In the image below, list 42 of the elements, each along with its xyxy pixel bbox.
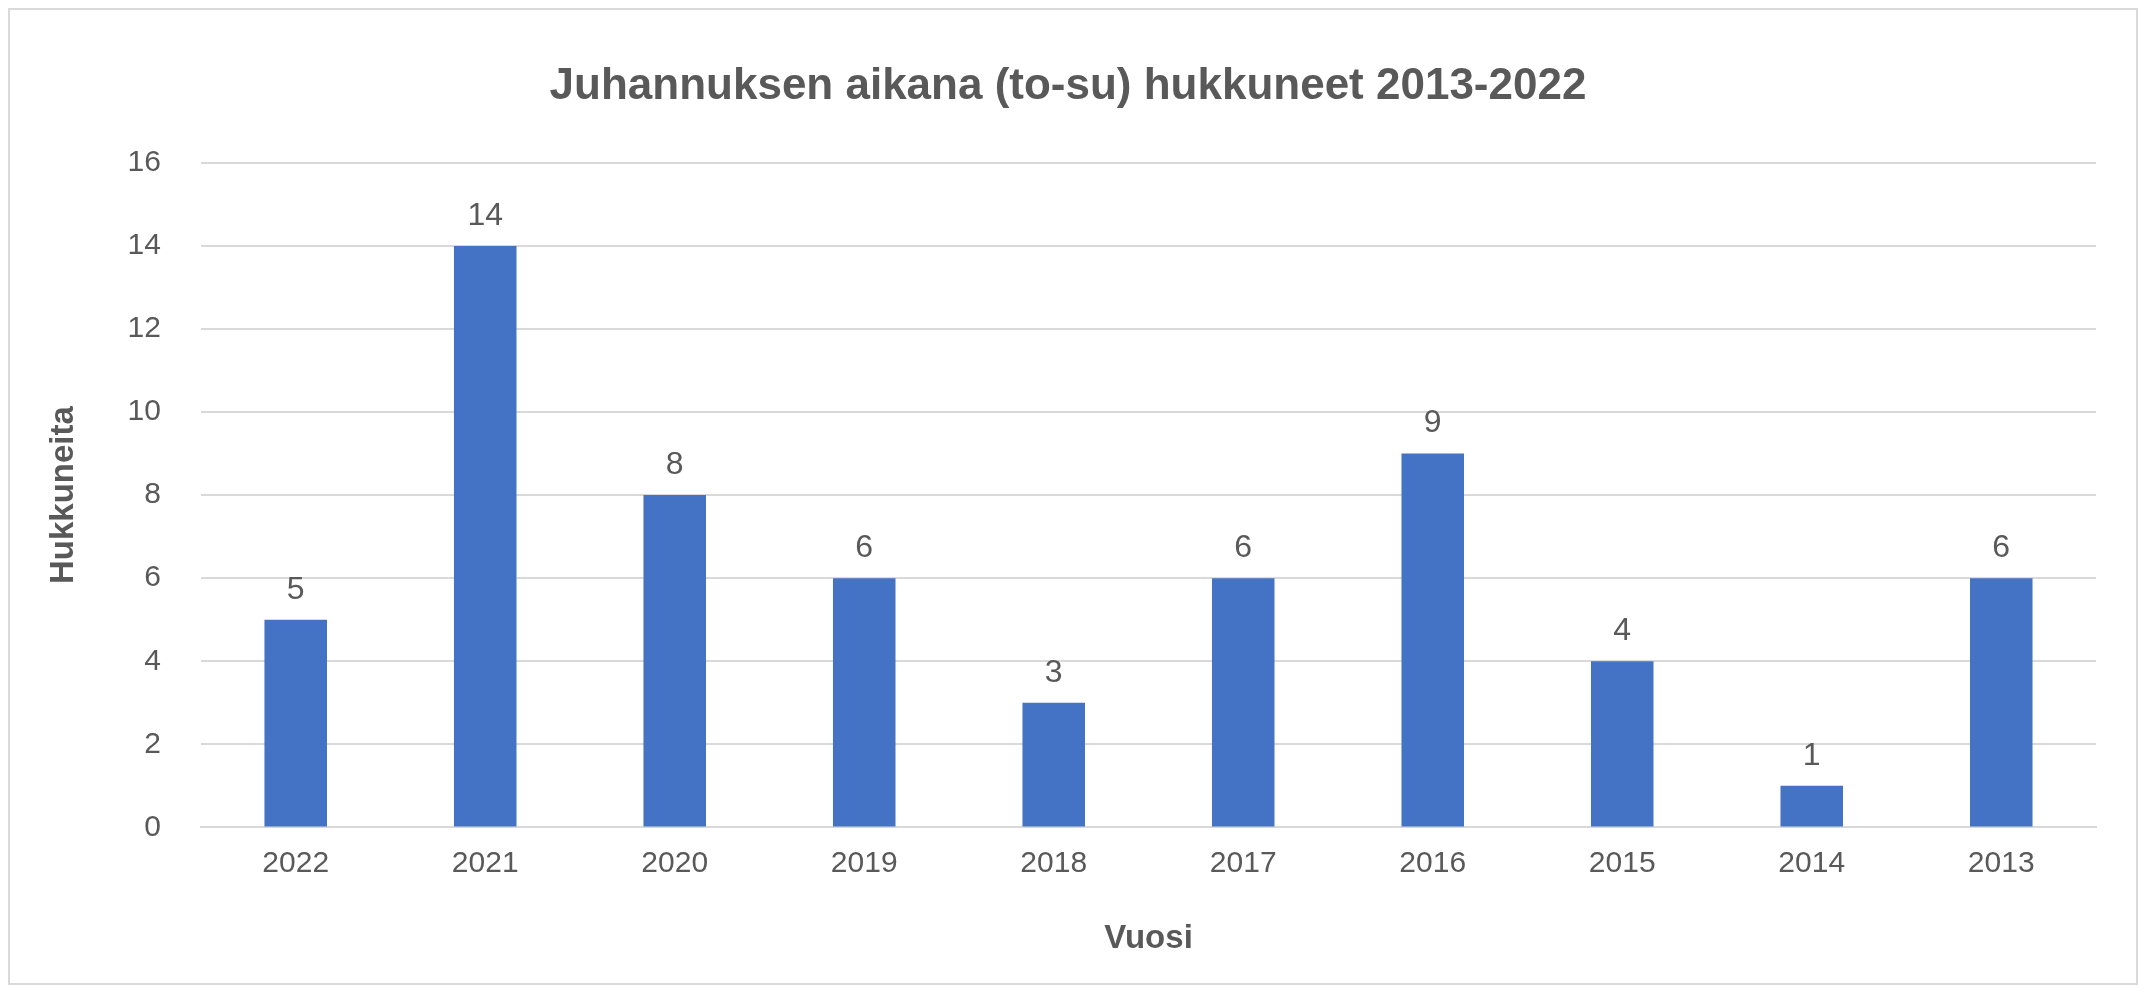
y-axis-title: Hukkuneita	[42, 405, 80, 585]
bar	[1969, 578, 2033, 827]
y-tick-label: 6	[144, 559, 161, 593]
x-tick-label: 2014	[1778, 844, 1846, 878]
x-tick-label: 2020	[641, 844, 709, 878]
bar	[453, 245, 517, 827]
x-tick-label: 2015	[1588, 844, 1656, 878]
x-tick-label: 2018	[1020, 844, 1088, 878]
data-label: 5	[286, 569, 305, 606]
y-tick-label: 4	[144, 642, 161, 676]
bar	[1022, 702, 1085, 827]
y-tick-label: 14	[127, 227, 161, 261]
data-label: 14	[467, 195, 504, 232]
data-label: 4	[1613, 611, 1632, 648]
y-tick-label: 10	[127, 393, 161, 427]
bar	[1590, 661, 1654, 827]
bar	[1780, 785, 1844, 827]
bar	[1401, 453, 1465, 827]
bar	[643, 495, 706, 827]
x-tick-label: 2022	[262, 844, 330, 878]
bar	[1211, 578, 1275, 827]
x-tick-label: 2021	[451, 844, 519, 878]
chart-title: Juhannuksen aikana (to-su) hukkuneet 2013-2022	[549, 58, 1587, 108]
x-tick-label: 2013	[1967, 844, 2035, 878]
y-tick-label: 2	[144, 725, 161, 759]
bar	[832, 578, 896, 827]
y-tick-label: 8	[144, 476, 161, 510]
y-tick-label: 16	[127, 144, 161, 178]
data-label: 9	[1423, 403, 1442, 440]
bar	[264, 619, 327, 827]
x-tick-label: 2019	[830, 844, 898, 878]
data-label: 3	[1044, 652, 1063, 689]
y-tick-label: 12	[127, 310, 161, 344]
data-label: 6	[1992, 528, 2011, 564]
y-tick-label: 0	[144, 808, 161, 842]
data-label: 6	[1234, 528, 1253, 564]
x-tick-label: 2016	[1399, 844, 1467, 878]
x-tick-label: 2017	[1209, 844, 1277, 878]
x-axis-title: Vuosi	[1104, 918, 1193, 956]
data-label: 6	[855, 528, 874, 564]
data-label: 1	[1802, 735, 1821, 772]
data-label: 8	[665, 444, 684, 481]
